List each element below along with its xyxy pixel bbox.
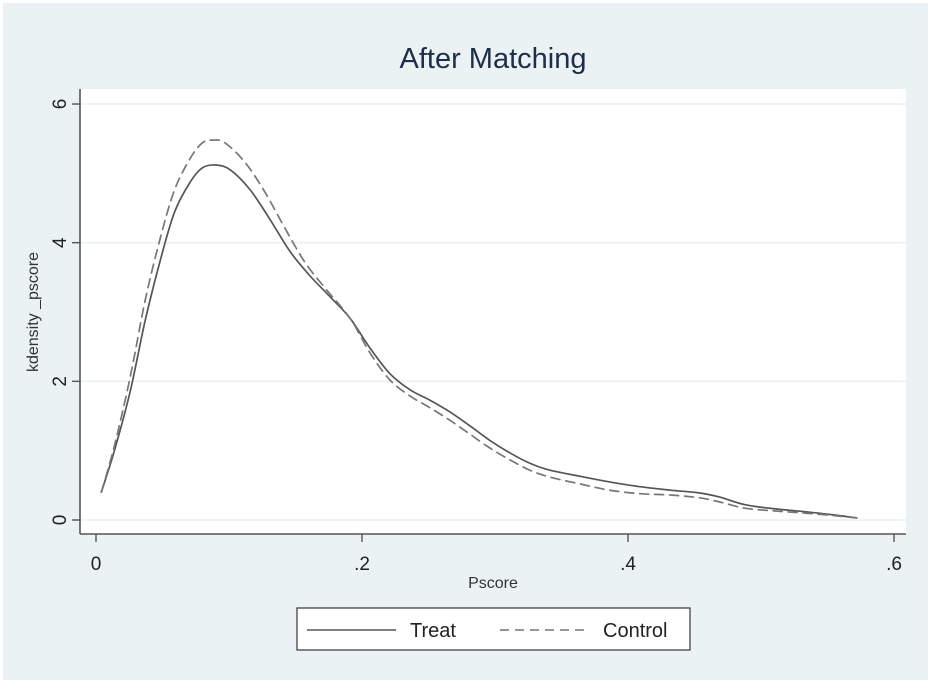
gridlines	[81, 103, 906, 521]
series-line-treat	[100, 164, 858, 519]
x-axis-ticks: 0 .2 .4 .6	[91, 534, 902, 575]
x-tick-label: .6	[886, 554, 902, 575]
legend-item-treat: Treat	[307, 620, 456, 642]
x-tick-label: .2	[354, 554, 370, 575]
chart-title: After Matching	[400, 43, 587, 75]
x-axis-label: Pscore	[468, 575, 518, 592]
x-tick-label: 0	[91, 554, 102, 575]
y-tick-label: 0	[50, 515, 71, 526]
series-layer	[100, 139, 858, 519]
y-tick-label: 6	[50, 99, 71, 110]
legend-item-control: Control	[500, 620, 667, 642]
x-tick-label: .4	[620, 554, 636, 575]
plot-area	[80, 89, 906, 534]
y-tick-label: 4	[50, 237, 71, 248]
legend-box	[296, 607, 691, 651]
legend-label-control: Control	[603, 620, 667, 642]
y-axis-label: kdensity _pscore	[25, 252, 42, 372]
series-line-control	[100, 139, 858, 519]
y-axis-ticks: 0 2 4 6	[50, 99, 80, 526]
y-tick-label: 2	[50, 376, 71, 387]
legend: Treat Control	[296, 607, 691, 651]
legend-label-treat: Treat	[410, 620, 456, 642]
